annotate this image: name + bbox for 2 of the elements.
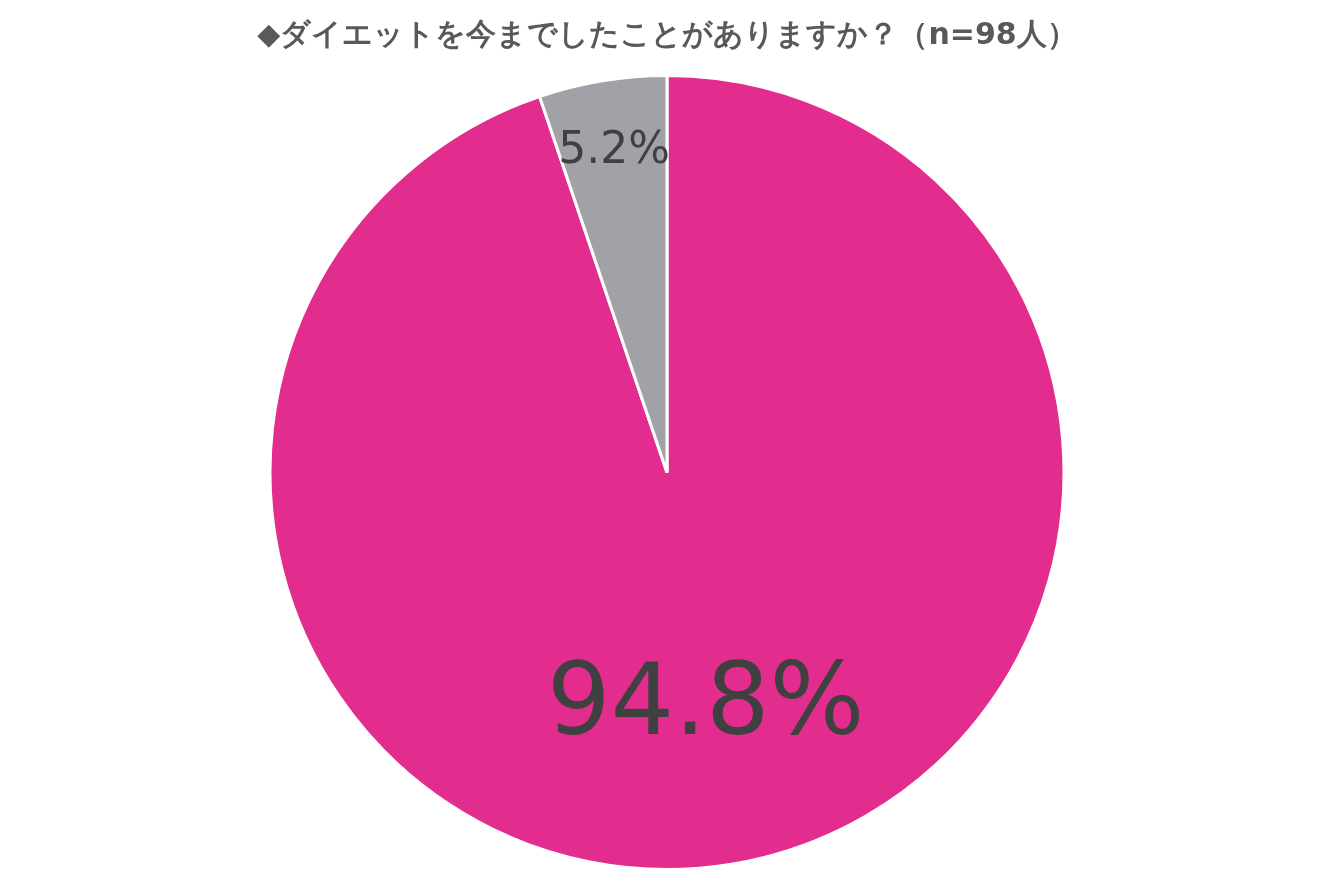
chart-title: ◆ダイエットを今までしたことがありますか？（n=98人）	[257, 15, 1077, 51]
data-label: 94.8%	[546, 640, 865, 758]
